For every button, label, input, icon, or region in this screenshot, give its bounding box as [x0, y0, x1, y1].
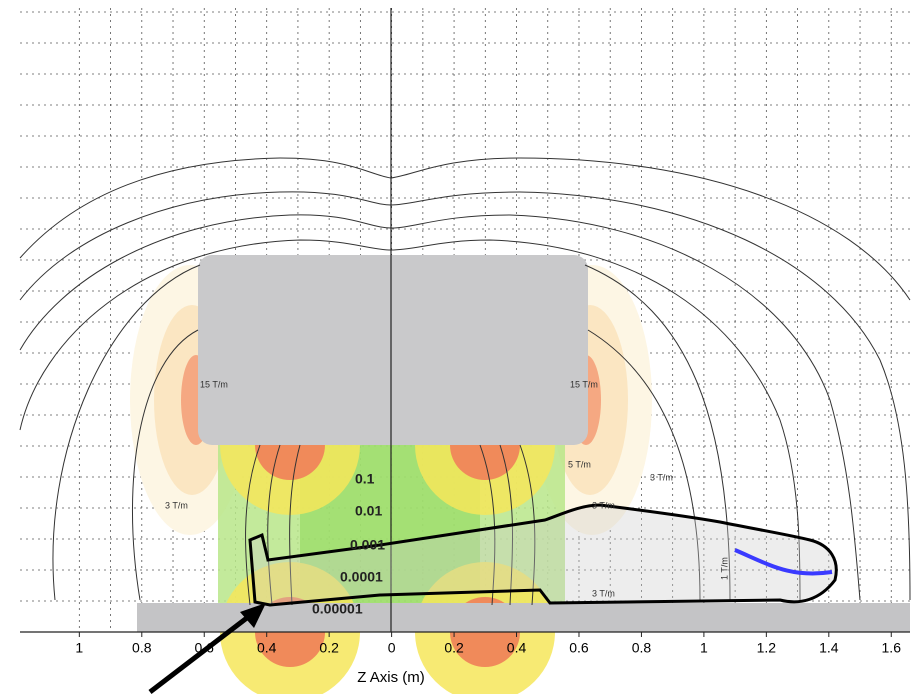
gradient-label: 0.00001 [312, 601, 363, 617]
contour-label: 3 T/m [650, 472, 673, 482]
x-tick-label: 0 [388, 640, 396, 656]
x-tick-label: 0.8 [632, 640, 652, 656]
x-axis-label: Z Axis (m) [357, 669, 425, 686]
x-tick-label: 1.6 [882, 640, 902, 656]
x-tick-label: 1.2 [757, 640, 777, 656]
gradient-label: 0.01 [355, 503, 382, 519]
contour-label: 3 T/m [592, 588, 615, 598]
gradient-label: 0.1 [355, 471, 375, 487]
x-tick-label: 0.6 [569, 640, 589, 656]
magnet [198, 255, 588, 445]
x-tick-label: 0.2 [319, 640, 339, 656]
x-tick-label: 0.8 [132, 640, 152, 656]
x-tick-label: 0.2 [444, 640, 464, 656]
x-tick-label: 1 [75, 640, 83, 656]
x-tick-label: 1.4 [819, 640, 839, 656]
gradient-label: 0.0001 [340, 569, 383, 585]
contour-label: 3 T/m [592, 500, 615, 510]
x-tick-label: 0.4 [507, 640, 527, 656]
contour-label: 1 T/m [719, 557, 729, 580]
contour-label: 3 T/m [165, 500, 188, 510]
contour-label: 15 T/m [200, 379, 228, 389]
x-tick-label: 1 [700, 640, 708, 656]
x-tick-label: 0.4 [257, 640, 277, 656]
gradient-label: 0.001 [350, 537, 385, 553]
contour-label: 15 T/m [570, 379, 598, 389]
contour-label: 5 T/m [568, 459, 591, 469]
chart: 15 T/m 15 T/m 5 T/m 3 T/m 3 T/m 3 T/m 3 … [0, 0, 920, 694]
